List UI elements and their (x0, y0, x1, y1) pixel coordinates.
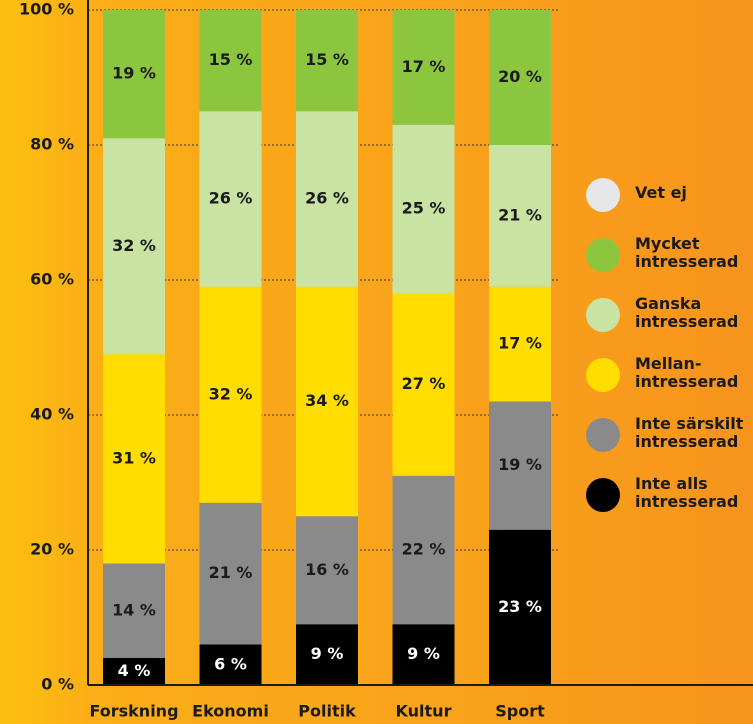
data-label: 9 % (311, 644, 344, 663)
bar-segment (489, 145, 551, 287)
y-tick-label: 100 % (19, 0, 74, 19)
data-label: 14 % (112, 600, 156, 619)
x-tick-label: Sport (495, 702, 545, 721)
legend-label: Ganska intresserad (635, 294, 739, 331)
data-label: 15 % (209, 50, 253, 69)
bar-segment (296, 10, 358, 112)
bar-segment (392, 10, 455, 125)
legend-label: Mycket intresserad (635, 234, 739, 271)
data-label: 21 % (209, 563, 253, 582)
data-label: 19 % (112, 64, 156, 83)
data-label: 22 % (402, 540, 446, 559)
y-tick-label: 60 % (30, 270, 74, 289)
data-label: 20 % (498, 67, 542, 86)
legend-label: Inte särskilt intresserad (635, 414, 744, 451)
bar-segment (199, 10, 262, 112)
data-label: 17 % (498, 334, 542, 353)
legend-swatch (586, 418, 620, 452)
data-label: 9 % (407, 644, 440, 663)
bar-segment (199, 286, 262, 503)
bar-segment (296, 111, 358, 287)
legend-swatch (586, 358, 620, 392)
data-label: 34 % (305, 391, 349, 410)
x-tick-label: Forskning (89, 702, 178, 721)
data-label: 15 % (305, 50, 349, 69)
x-tick-label: Kultur (396, 702, 452, 721)
bar-segment (103, 10, 165, 139)
bar-segment (392, 475, 455, 625)
data-label: 32 % (209, 384, 253, 403)
bar-segment (489, 10, 551, 145)
bar-segment (392, 124, 455, 294)
data-label: 21 % (498, 205, 542, 224)
bar-segment (392, 624, 455, 685)
bar-segment (392, 293, 455, 476)
legend-label: Mellan-intresserad (635, 354, 739, 391)
bar-segment (103, 354, 165, 564)
legend-label: Inte alls intresserad (635, 474, 739, 511)
data-label: 27 % (402, 374, 446, 393)
data-label: 19 % (498, 455, 542, 474)
legend-swatch (586, 178, 620, 212)
data-label: 23 % (498, 597, 542, 616)
bar-segment (199, 502, 262, 645)
data-label: 26 % (209, 189, 253, 208)
x-tick-label: Politik (298, 702, 356, 721)
legend-swatch (586, 478, 620, 512)
bar-segment (296, 516, 358, 625)
y-tick-label: 0 % (41, 675, 74, 694)
bar-segment (103, 658, 165, 685)
bar-segment (103, 138, 165, 355)
data-label: 26 % (305, 189, 349, 208)
bar-segment (489, 529, 551, 685)
legend-swatch (586, 298, 620, 332)
bar-segment (489, 401, 551, 530)
x-tick-label: Ekonomi (192, 702, 269, 721)
bar-segment (296, 286, 358, 517)
data-label: 32 % (112, 236, 156, 255)
legend-label: Vet ej (635, 183, 687, 202)
data-label: 17 % (402, 57, 446, 76)
y-tick-label: 40 % (30, 405, 74, 424)
legend-swatch (586, 238, 620, 272)
data-label: 31 % (112, 448, 156, 467)
bar-segment (489, 286, 551, 402)
data-label: 16 % (305, 560, 349, 579)
bar-segment (199, 644, 262, 685)
bar-segment (199, 111, 262, 287)
data-label: 6 % (214, 654, 247, 673)
y-tick-label: 20 % (30, 540, 74, 559)
bar-segment (103, 563, 165, 658)
y-tick-label: 80 % (30, 135, 74, 154)
bar-segment (296, 624, 358, 685)
data-label: 25 % (402, 199, 446, 218)
data-label: 4 % (118, 661, 151, 680)
